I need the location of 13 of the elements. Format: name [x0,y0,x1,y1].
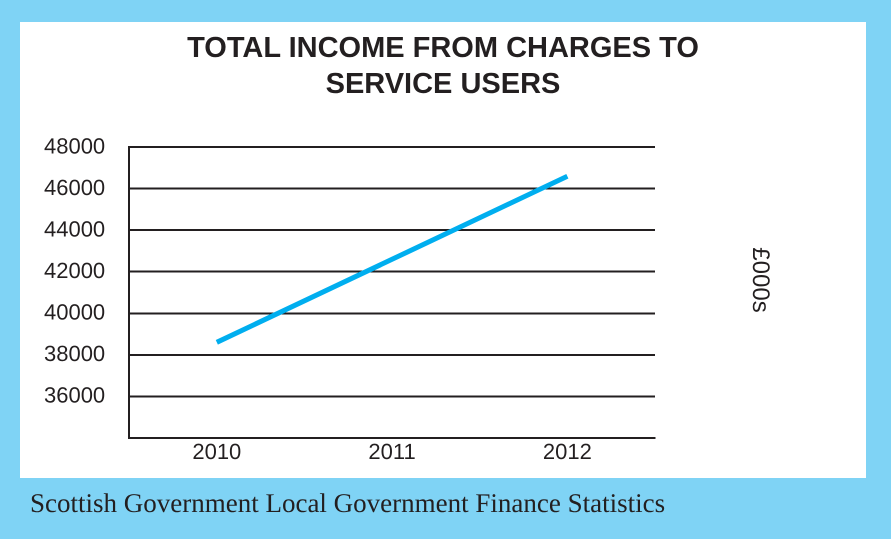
chart-title: TOTAL INCOME FROM CHARGES TO SERVICE USERS [186,31,700,102]
x-tick-label: 2010 [192,439,242,464]
y-tick-label: 38000 [44,340,106,366]
y-tick-label: 42000 [44,258,106,283]
y-axis-title: £000s [746,247,774,313]
y-tick-label: 36000 [44,382,106,408]
x-tick-label: 2011 [368,439,416,464]
x-tick-label: 2012 [542,439,592,464]
y-tick-label: 44000 [44,216,106,242]
text: Scottish Government Local Government Finance Statistics [30,488,666,519]
y-tick-label: 48000 [44,133,106,158]
y-tick-label: 46000 [44,174,106,200]
y-tick-label: 40000 [44,299,106,324]
